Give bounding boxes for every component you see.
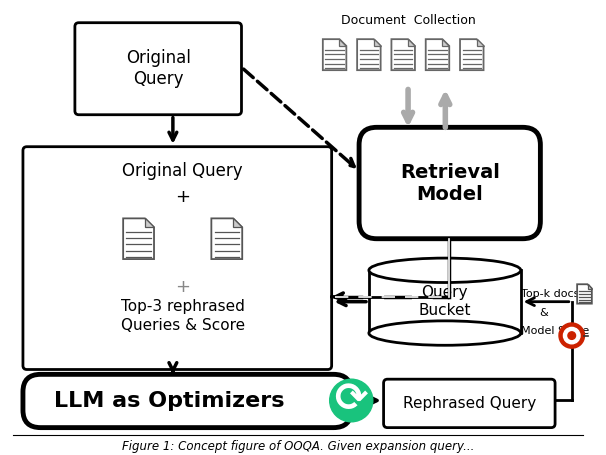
FancyBboxPatch shape (75, 23, 241, 115)
Polygon shape (426, 39, 449, 70)
Polygon shape (374, 39, 381, 46)
FancyBboxPatch shape (23, 374, 351, 428)
Text: Document  Collection: Document Collection (341, 14, 476, 27)
Polygon shape (323, 39, 347, 70)
Polygon shape (339, 39, 347, 46)
Polygon shape (211, 218, 242, 259)
Text: LLM as Optimizers: LLM as Optimizers (54, 391, 285, 411)
Polygon shape (588, 284, 592, 288)
Text: Model Score: Model Score (521, 326, 589, 336)
Circle shape (559, 323, 584, 348)
Ellipse shape (369, 258, 521, 283)
Polygon shape (442, 39, 449, 46)
Polygon shape (233, 218, 242, 228)
Text: Top-3 rephrased: Top-3 rephrased (121, 299, 245, 314)
Text: Original
Query: Original Query (126, 49, 191, 88)
Polygon shape (369, 270, 521, 333)
Polygon shape (477, 39, 484, 46)
Polygon shape (577, 284, 592, 303)
FancyBboxPatch shape (23, 147, 331, 369)
Circle shape (568, 332, 576, 339)
Text: Original Query: Original Query (122, 162, 243, 180)
FancyBboxPatch shape (384, 379, 555, 428)
Text: Rephrased Query: Rephrased Query (403, 396, 536, 411)
Polygon shape (123, 218, 154, 259)
Text: &: & (539, 308, 548, 318)
Polygon shape (145, 218, 154, 228)
Polygon shape (408, 39, 415, 46)
Text: Query
Bucket: Query Bucket (419, 285, 471, 318)
Polygon shape (357, 39, 381, 70)
Text: Top-k docs: Top-k docs (521, 289, 579, 299)
Polygon shape (460, 39, 484, 70)
Text: Retrieval
Model: Retrieval Model (400, 162, 500, 203)
Text: Figure 1: Concept figure of OOQA. Given expansion query...: Figure 1: Concept figure of OOQA. Given … (122, 440, 474, 453)
Ellipse shape (369, 321, 521, 345)
Text: +: + (175, 278, 190, 296)
Text: ⟳: ⟳ (335, 380, 368, 420)
FancyBboxPatch shape (359, 127, 541, 239)
Text: +: + (175, 188, 190, 206)
Text: Queries & Score: Queries & Score (121, 318, 245, 334)
Circle shape (330, 379, 373, 422)
Circle shape (564, 328, 580, 344)
Polygon shape (391, 39, 415, 70)
